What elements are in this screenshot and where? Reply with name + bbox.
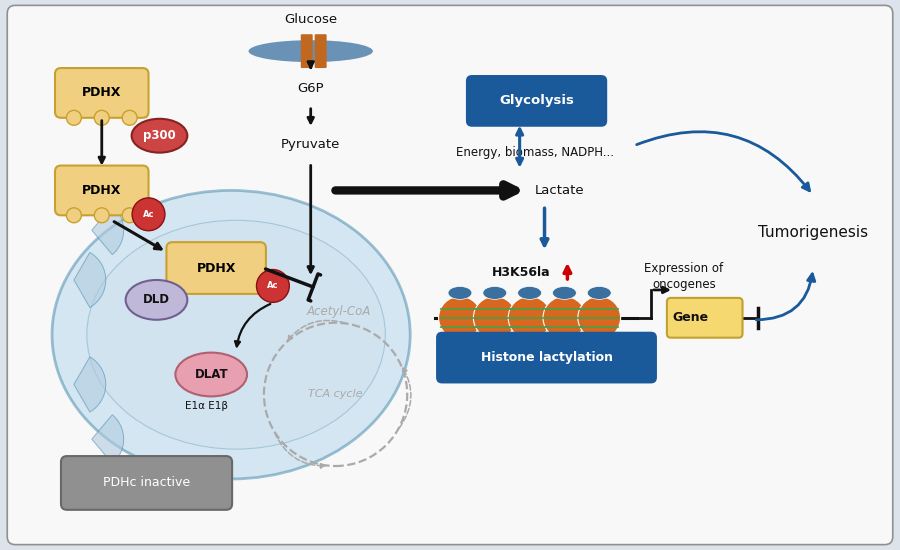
FancyBboxPatch shape xyxy=(301,34,312,68)
Text: Expression of: Expression of xyxy=(644,262,724,274)
Ellipse shape xyxy=(126,280,187,320)
Text: Energy, biomass, NADPH...: Energy, biomass, NADPH... xyxy=(455,146,614,159)
Text: DLAT: DLAT xyxy=(194,368,228,381)
Ellipse shape xyxy=(588,287,611,299)
Text: Histone lactylation: Histone lactylation xyxy=(481,351,613,364)
Circle shape xyxy=(473,296,517,339)
FancyBboxPatch shape xyxy=(61,456,232,510)
Text: Tumorigenesis: Tumorigenesis xyxy=(758,225,868,240)
FancyBboxPatch shape xyxy=(55,68,148,118)
Text: G6P: G6P xyxy=(297,82,324,96)
Text: oncogenes: oncogenes xyxy=(652,278,716,292)
Circle shape xyxy=(578,296,621,339)
Text: Glycolysis: Glycolysis xyxy=(500,95,574,107)
FancyBboxPatch shape xyxy=(466,75,608,127)
FancyBboxPatch shape xyxy=(315,34,327,68)
Text: PDHX: PDHX xyxy=(82,86,122,100)
Text: Gene: Gene xyxy=(672,311,709,324)
Ellipse shape xyxy=(553,287,576,299)
FancyBboxPatch shape xyxy=(7,6,893,544)
Wedge shape xyxy=(74,252,105,307)
Ellipse shape xyxy=(482,287,507,299)
Ellipse shape xyxy=(131,119,187,152)
Text: PDHX: PDHX xyxy=(82,184,122,197)
Circle shape xyxy=(94,111,109,125)
FancyBboxPatch shape xyxy=(667,298,742,338)
Wedge shape xyxy=(74,357,105,412)
Circle shape xyxy=(94,208,109,223)
FancyBboxPatch shape xyxy=(166,242,266,294)
Text: Pyruvate: Pyruvate xyxy=(281,138,340,151)
Wedge shape xyxy=(92,415,123,464)
Text: Lactate: Lactate xyxy=(535,184,584,197)
Circle shape xyxy=(67,111,81,125)
Text: Acetyl-CoA: Acetyl-CoA xyxy=(306,305,371,318)
Wedge shape xyxy=(92,206,123,255)
Circle shape xyxy=(256,270,289,302)
Circle shape xyxy=(438,296,482,339)
Text: Glucose: Glucose xyxy=(284,13,338,26)
FancyBboxPatch shape xyxy=(436,332,657,383)
Ellipse shape xyxy=(518,287,542,299)
Text: DLD: DLD xyxy=(143,293,170,306)
Ellipse shape xyxy=(86,221,385,449)
FancyBboxPatch shape xyxy=(55,166,148,215)
Text: E1α E1β: E1α E1β xyxy=(184,402,228,411)
Text: Ac: Ac xyxy=(143,210,154,219)
Text: p300: p300 xyxy=(143,129,176,142)
Circle shape xyxy=(122,208,137,223)
Circle shape xyxy=(67,208,81,223)
Text: TCA cycle: TCA cycle xyxy=(309,389,363,399)
Circle shape xyxy=(122,111,137,125)
Ellipse shape xyxy=(448,287,472,299)
Text: H3K56la: H3K56la xyxy=(492,266,551,278)
Text: PDHX: PDHX xyxy=(196,262,236,274)
Circle shape xyxy=(543,296,586,339)
Text: Ac: Ac xyxy=(267,282,279,290)
Ellipse shape xyxy=(248,40,373,62)
Ellipse shape xyxy=(176,353,247,397)
Ellipse shape xyxy=(52,190,410,479)
Circle shape xyxy=(132,198,165,230)
Text: PDHc inactive: PDHc inactive xyxy=(103,476,190,490)
Circle shape xyxy=(508,296,551,339)
